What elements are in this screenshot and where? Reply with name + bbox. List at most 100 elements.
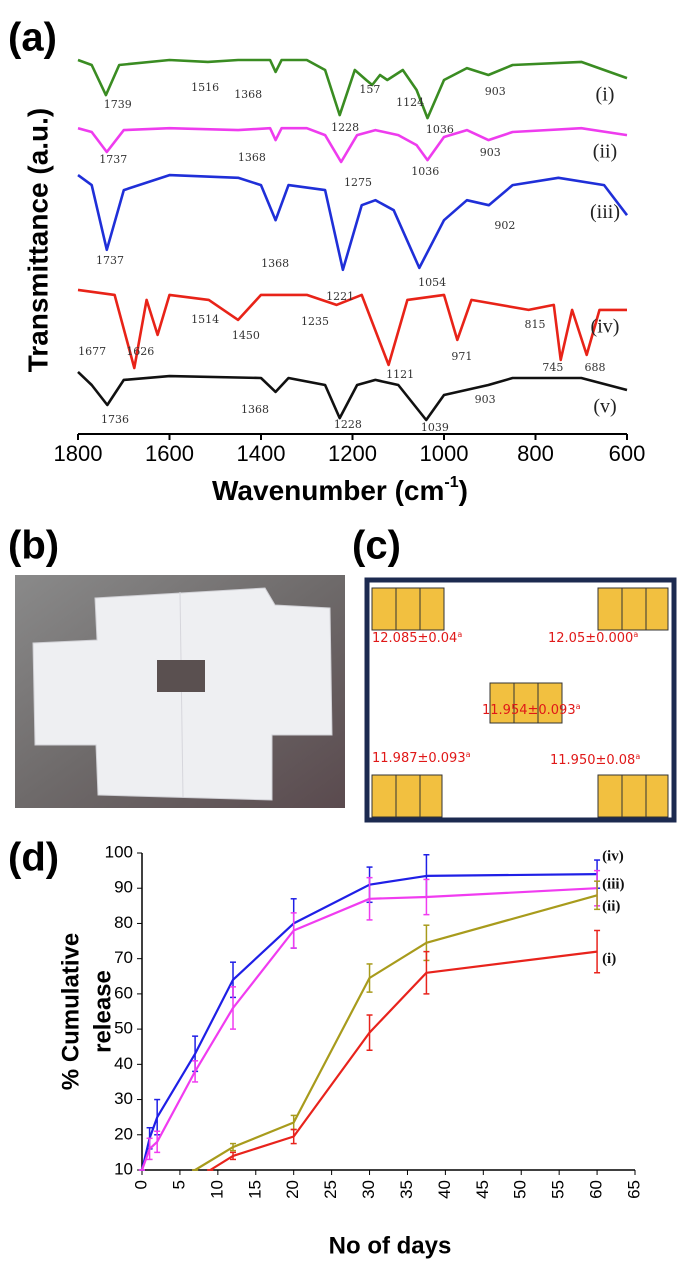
series-line bbox=[77, 173, 629, 272]
error-bar bbox=[230, 1151, 237, 1161]
x-tick-label: 1200 bbox=[328, 441, 377, 466]
y-axis-label: Transmittance (a.u.) bbox=[22, 108, 53, 373]
error-bar bbox=[594, 929, 601, 974]
x-axis-label-sup: -1 bbox=[444, 474, 458, 491]
peak-label: 815 bbox=[525, 318, 546, 331]
error-bar bbox=[594, 880, 601, 911]
peak-label: 1450 bbox=[232, 329, 260, 342]
series-label: (v) bbox=[593, 396, 616, 418]
peak-label: 1736 bbox=[101, 413, 129, 426]
x-tick-label: 55 bbox=[549, 1180, 568, 1199]
x-tick-label: 30 bbox=[359, 1180, 378, 1199]
peak-label: 1626 bbox=[126, 345, 154, 358]
panel-label: (d) bbox=[8, 836, 59, 880]
measurement: 11.987±0.093a bbox=[372, 750, 471, 766]
peak-label: 1228 bbox=[331, 121, 359, 134]
y-axis-label: % Cumulative bbox=[57, 933, 84, 1090]
error-bar bbox=[230, 1142, 237, 1152]
series-line bbox=[77, 288, 627, 370]
x-axis-label-part: ) bbox=[459, 475, 468, 506]
x-tick-label: 25 bbox=[321, 1180, 340, 1199]
peak-label: 1739 bbox=[104, 98, 132, 111]
series-label: (iv) bbox=[602, 849, 624, 865]
y-tick-label: 40 bbox=[114, 1054, 133, 1073]
panel-label: (a) bbox=[8, 16, 57, 60]
photo bbox=[15, 575, 345, 808]
peak-label: 1368 bbox=[234, 88, 262, 101]
y-tick-label: 70 bbox=[114, 948, 133, 967]
peak-label: 1275 bbox=[344, 176, 372, 189]
error-bar bbox=[154, 1098, 161, 1136]
x-tick-label: 1800 bbox=[54, 441, 103, 466]
series-label: (i) bbox=[602, 951, 616, 967]
x-tick-label: 800 bbox=[517, 441, 554, 466]
series-line bbox=[77, 126, 628, 164]
x-tick-label: 45 bbox=[473, 1180, 492, 1199]
error-bar bbox=[423, 878, 430, 916]
x-axis-label: No of days bbox=[329, 1232, 452, 1259]
x-tick-label: 20 bbox=[283, 1180, 302, 1199]
peak-label: 1677 bbox=[78, 345, 106, 358]
peak-label: 688 bbox=[584, 361, 605, 374]
peak-label: 1514 bbox=[191, 313, 219, 326]
y-tick-label: 10 bbox=[114, 1159, 133, 1178]
peak-label: 1054 bbox=[418, 276, 446, 289]
series-label: (iv) bbox=[591, 315, 620, 337]
x-axis-label: Wavenumber (cm-1) bbox=[212, 474, 468, 506]
peak-label: 1036 bbox=[426, 123, 454, 136]
series-line bbox=[77, 58, 628, 120]
peak-label: 902 bbox=[494, 219, 515, 232]
peak-label: 1737 bbox=[99, 153, 127, 166]
peak-label: 1737 bbox=[96, 254, 124, 267]
peak-label: 745 bbox=[542, 361, 563, 374]
peak-label: 1235 bbox=[301, 315, 329, 328]
x-tick-label: 1000 bbox=[420, 441, 469, 466]
error-bar bbox=[154, 1130, 161, 1154]
series-label: (iii) bbox=[602, 877, 625, 893]
peak-label: 1368 bbox=[261, 257, 289, 270]
error-bar bbox=[146, 1137, 153, 1161]
error-bar bbox=[290, 912, 297, 949]
peak-label: 1368 bbox=[238, 151, 266, 164]
peak-label: 1121 bbox=[386, 368, 414, 381]
series-line bbox=[194, 894, 598, 1171]
y-tick-label: 60 bbox=[114, 983, 133, 1002]
peak-label: 1124 bbox=[396, 96, 424, 109]
x-tick-label: 0 bbox=[131, 1180, 150, 1189]
y-tick-label: 30 bbox=[114, 1089, 133, 1108]
x-axis-label-part: Wavenumber (cm bbox=[212, 475, 444, 506]
x-tick-label: 1600 bbox=[145, 441, 194, 466]
x-tick-label: 15 bbox=[245, 1180, 264, 1199]
y-tick-label: 20 bbox=[114, 1124, 133, 1143]
series-label: (i) bbox=[596, 84, 615, 106]
x-tick-label: 50 bbox=[511, 1180, 530, 1199]
peak-label: 1039 bbox=[421, 421, 449, 434]
y-axis-label: release bbox=[89, 970, 116, 1053]
peak-label: 903 bbox=[485, 85, 506, 98]
peak-label: 903 bbox=[480, 146, 501, 159]
peak-label: 1228 bbox=[334, 418, 362, 431]
measurement: 11.954±0.093a bbox=[482, 702, 581, 718]
x-tick-label: 10 bbox=[207, 1180, 226, 1199]
measurement: 12.085±0.04a bbox=[372, 630, 462, 646]
error-bar bbox=[366, 876, 373, 921]
panel-label: (b) bbox=[8, 524, 59, 568]
x-tick-label: 35 bbox=[397, 1180, 416, 1199]
measurement: 11.950±0.08a bbox=[550, 752, 640, 768]
y-tick-label: 100 bbox=[105, 842, 133, 861]
x-tick-label: 1400 bbox=[237, 441, 286, 466]
peak-label: 971 bbox=[451, 350, 472, 363]
peak-label: 1516 bbox=[191, 81, 219, 94]
error-bar bbox=[230, 986, 237, 1030]
error-bar bbox=[366, 1014, 373, 1051]
y-tick-label: 80 bbox=[114, 913, 133, 932]
series-line bbox=[77, 370, 628, 422]
measurement: 12.05±0.000a bbox=[548, 630, 638, 646]
y-tick-label: 90 bbox=[114, 878, 133, 897]
x-tick-label: 5 bbox=[169, 1180, 188, 1189]
peak-label: 1368 bbox=[241, 403, 269, 416]
x-tick-label: 60 bbox=[587, 1180, 606, 1199]
y-tick-label: 50 bbox=[114, 1019, 133, 1038]
x-tick-label: 600 bbox=[609, 441, 646, 466]
